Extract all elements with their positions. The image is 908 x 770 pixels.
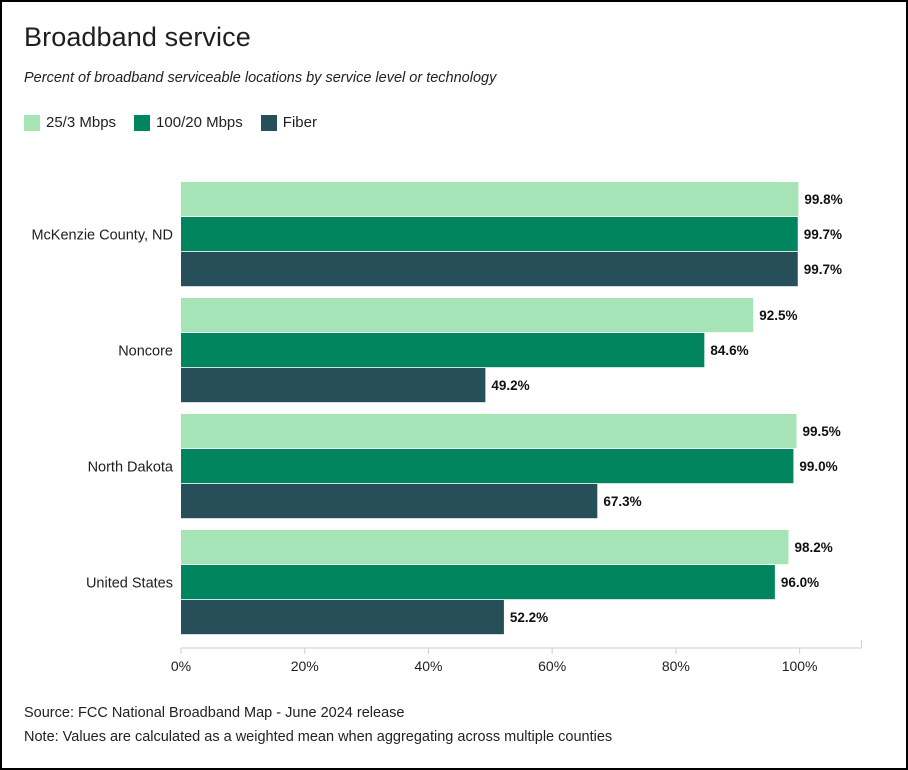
legend-label-fiber: Fiber <box>282 114 317 131</box>
x-tick-label-0: 0% <box>171 658 191 674</box>
data-label-fiber-mckenzie-county-nd: 99.7% <box>804 262 842 277</box>
legend-item-100-20: 100/20 Mbps <box>134 114 243 131</box>
category-label-mckenzie-county-nd: McKenzie County, ND <box>31 228 173 244</box>
methodology-note: Note: Values are calculated as a weighte… <box>24 729 613 745</box>
bar-fiber-mckenzie-county-nd <box>181 252 798 287</box>
data-label-fiber-noncore: 49.2% <box>491 378 529 393</box>
bar-fiber-united-states <box>181 600 504 635</box>
bar-chart: McKenzie County, ND 99.8% 99.7% 99.7% Noncor… <box>31 182 862 674</box>
x-tick-label-100: 100% <box>782 658 818 674</box>
bar-fiber-noncore <box>181 368 486 403</box>
category-label-north-dakota: North Dakota <box>88 460 174 476</box>
x-tick-label-40: 40% <box>414 658 442 674</box>
data-label-100-20-united-states: 96.0% <box>781 575 819 590</box>
data-label-25-3-north-dakota: 99.5% <box>803 424 841 439</box>
legend-label-100-20: 100/20 Mbps <box>156 114 243 131</box>
bar-25-3-mckenzie-county-nd <box>181 182 799 217</box>
data-label-100-20-north-dakota: 99.0% <box>799 459 837 474</box>
legend: 25/3 Mbps 100/20 Mbps Fiber <box>24 114 335 131</box>
category-label-noncore: Noncore <box>118 344 173 360</box>
legend-swatch-100-20 <box>134 114 151 131</box>
legend-swatch-25-3 <box>24 114 40 131</box>
legend-item-fiber: Fiber <box>260 114 317 131</box>
legend-swatch-fiber <box>260 114 277 131</box>
data-label-100-20-noncore: 84.6% <box>710 343 748 358</box>
source-note: Source: FCC National Broadband Map - Jun… <box>24 705 405 721</box>
bar-25-3-noncore <box>181 298 754 333</box>
bar-100-20-north-dakota <box>181 449 794 484</box>
bar-100-20-mckenzie-county-nd <box>181 217 798 252</box>
x-tick-label-60: 60% <box>538 658 566 674</box>
data-label-25-3-united-states: 98.2% <box>794 540 832 555</box>
data-label-100-20-mckenzie-county-nd: 99.7% <box>804 227 842 242</box>
data-label-25-3-noncore: 92.5% <box>759 308 797 323</box>
chart-subtitle: Percent of broadband serviceable locatio… <box>24 70 497 86</box>
bar-100-20-noncore <box>181 333 705 368</box>
category-label-united-states: United States <box>86 576 173 592</box>
data-label-fiber-north-dakota: 67.3% <box>603 494 641 509</box>
bar-25-3-united-states <box>181 530 789 565</box>
bar-fiber-north-dakota <box>181 484 598 519</box>
data-label-fiber-united-states: 52.2% <box>510 610 548 625</box>
x-tick-label-80: 80% <box>662 658 690 674</box>
data-label-25-3-mckenzie-county-nd: 99.8% <box>804 192 842 207</box>
bar-25-3-north-dakota <box>181 414 797 449</box>
legend-item-25-3: 25/3 Mbps <box>24 114 116 131</box>
x-tick-label-20: 20% <box>291 658 319 674</box>
bar-100-20-united-states <box>181 565 775 600</box>
legend-label-25-3: 25/3 Mbps <box>46 114 117 131</box>
chart-title: Broadband service <box>24 22 251 52</box>
